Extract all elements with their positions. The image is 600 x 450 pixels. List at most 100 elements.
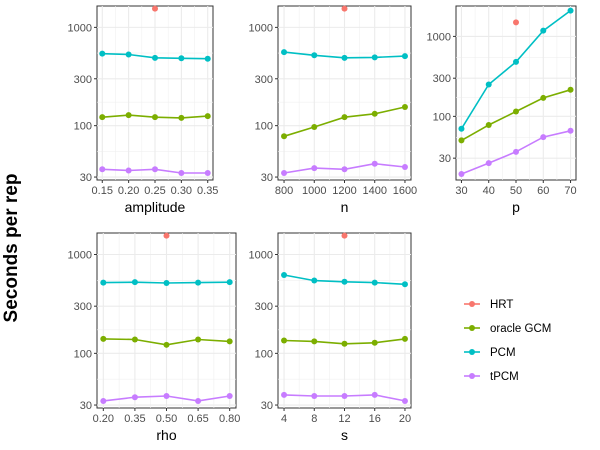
legend-item: HRT — [464, 299, 513, 311]
data-point — [281, 337, 288, 344]
legend-item: oracle GCM — [464, 323, 551, 335]
x-tick-label: 8 — [311, 413, 317, 425]
data-point — [163, 393, 170, 400]
y-tick-label: 30 — [80, 172, 92, 184]
x-tick-label: 0.65 — [187, 413, 208, 425]
x-axis-label: n — [341, 199, 349, 215]
data-point — [311, 123, 318, 130]
data-point — [204, 55, 211, 62]
x-tick-label: 70 — [564, 185, 576, 197]
data-point — [371, 160, 378, 167]
data-point — [152, 5, 158, 12]
data-point — [163, 341, 170, 348]
data-point — [281, 272, 288, 279]
y-tick-label: 1000 — [249, 22, 273, 34]
legend-item: PCM — [464, 347, 516, 359]
x-tick-label: 0.15 — [92, 185, 113, 197]
y-tick-label: 100 — [74, 348, 92, 360]
y-tick-label: 300 — [255, 301, 273, 313]
data-point — [513, 108, 519, 115]
legend: HRT oracle GCM PCM tPCM — [464, 299, 551, 383]
x-tick-label: 1600 — [393, 185, 417, 197]
x-tick-label: 60 — [537, 185, 549, 197]
data-point — [513, 19, 519, 26]
panel-n: 800 1000 1200 1400 1600 30 100 300 1000 n — [249, 5, 417, 215]
y-tick-label: 100 — [433, 111, 451, 123]
data-point — [226, 393, 233, 400]
series-tpcm — [281, 160, 408, 176]
data-point — [99, 114, 106, 121]
legend-item: tPCM — [464, 371, 519, 383]
legend-key-point — [469, 349, 475, 355]
data-point — [540, 134, 547, 141]
y-tick-label: 30 — [261, 172, 273, 184]
series-hrt — [341, 232, 348, 239]
data-point — [100, 279, 107, 286]
data-point — [341, 54, 348, 61]
y-tick-label: 300 — [433, 73, 451, 85]
data-point — [152, 114, 158, 121]
data-point — [178, 169, 185, 176]
data-point — [485, 160, 492, 167]
data-point — [540, 94, 547, 101]
data-point — [131, 279, 138, 286]
data-point — [341, 340, 348, 347]
y-tick-label: 100 — [255, 348, 273, 360]
data-point — [99, 166, 106, 173]
x-tick-label: 0.25 — [144, 185, 165, 197]
y-tick-label: 30 — [439, 153, 451, 165]
y-tick-label: 1000 — [249, 249, 273, 261]
x-axis-label: s — [341, 427, 348, 443]
data-point — [458, 171, 465, 178]
data-point — [195, 279, 202, 286]
data-point — [513, 58, 519, 65]
panel-amplitude: 0.15 0.20 0.25 0.30 0.35 30 100 300 1000 amplitud… — [68, 5, 218, 215]
data-point — [311, 338, 318, 345]
data-point — [100, 397, 107, 404]
series-pcm — [458, 7, 574, 132]
data-point — [371, 110, 378, 117]
x-tick-label: 12 — [338, 413, 350, 425]
series-tpcm — [100, 393, 233, 404]
data-point — [178, 114, 185, 121]
y-tick-label: 300 — [74, 74, 92, 86]
x-tick-label: 0.20 — [118, 185, 139, 197]
x-tick-label: 16 — [369, 413, 381, 425]
data-point — [540, 27, 547, 34]
y-axis-label: Seconds per rep — [1, 174, 22, 323]
data-point — [195, 336, 202, 343]
data-point — [401, 103, 408, 110]
x-tick-label: 0.35 — [197, 185, 218, 197]
x-tick-label: 0.35 — [124, 413, 145, 425]
legend-label: HRT — [490, 299, 513, 311]
series-pcm — [100, 279, 233, 286]
x-tick-label: 1200 — [332, 185, 356, 197]
y-tick-label: 1000 — [427, 31, 451, 43]
data-point — [131, 394, 138, 401]
data-point — [204, 169, 211, 176]
data-point — [311, 393, 318, 400]
data-point — [226, 338, 233, 345]
y-tick-label: 100 — [255, 121, 273, 133]
y-tick-label: 100 — [74, 121, 92, 133]
series-pcm — [281, 49, 408, 61]
data-point — [341, 232, 348, 239]
y-tick-label: 30 — [80, 400, 92, 412]
legend-key-point — [469, 373, 475, 379]
series-hrt — [152, 5, 158, 12]
data-point — [311, 277, 318, 284]
data-point — [401, 281, 408, 288]
y-tick-label: 300 — [74, 301, 92, 313]
series-oracle-gcm — [281, 335, 408, 347]
data-point — [371, 279, 378, 286]
data-point — [341, 278, 348, 285]
data-point — [371, 391, 378, 398]
x-tick-label: 30 — [455, 185, 467, 197]
x-tick-label: 4 — [281, 413, 287, 425]
data-point — [513, 148, 519, 155]
x-axis-label: amplitude — [125, 199, 186, 215]
data-point — [204, 113, 211, 120]
x-tick-label: 20 — [399, 413, 411, 425]
data-point — [458, 137, 465, 144]
